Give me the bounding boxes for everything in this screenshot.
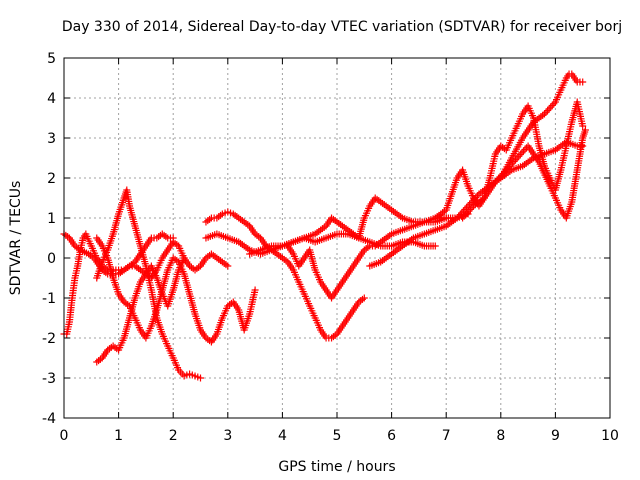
- series-arc-1: [60, 230, 177, 278]
- x-axis-label: GPS time / hours: [278, 459, 395, 475]
- y-axis-label: SDTVAR / TECUs: [8, 181, 24, 296]
- x-tick-label: 1: [114, 428, 123, 444]
- y-tick-label: -2: [42, 331, 56, 347]
- series-arc-2: [60, 230, 232, 338]
- x-tick-label: 8: [496, 428, 505, 444]
- x-tick-label: 5: [333, 428, 342, 444]
- grid-layer: [64, 58, 610, 418]
- data-point-marker: [548, 101, 556, 109]
- data-point-marker: [197, 374, 204, 382]
- data-point-marker: [459, 214, 467, 222]
- series-arc-13: [497, 70, 587, 182]
- data-point-marker: [521, 145, 529, 153]
- data-point-marker: [540, 110, 548, 118]
- data-point-marker: [493, 176, 501, 184]
- data-point-marker: [519, 147, 527, 155]
- data-point-marker: [224, 262, 232, 270]
- series-arc-4: [93, 234, 259, 346]
- data-point-marker: [460, 212, 468, 220]
- data-point-marker: [180, 254, 188, 262]
- y-tick-label: 5: [47, 51, 56, 67]
- data-point-marker: [468, 204, 476, 212]
- y-tick-label: 3: [47, 131, 56, 147]
- y-tick-label: 1: [47, 211, 56, 227]
- y-tick-label: -4: [42, 411, 56, 427]
- data-point-marker: [491, 178, 499, 186]
- data-point-marker: [579, 78, 587, 86]
- series-arc-5: [93, 254, 188, 366]
- series-arc-7: [202, 230, 439, 258]
- data-point-marker: [545, 105, 553, 113]
- data-point-marker: [544, 107, 552, 115]
- x-tick-label: 7: [442, 428, 451, 444]
- y-tick-label: 2: [47, 171, 56, 187]
- data-point-marker: [516, 151, 524, 159]
- y-tick-label: -3: [42, 371, 56, 387]
- data-point-marker: [518, 149, 526, 157]
- data-point-marker: [463, 209, 471, 217]
- data-point-marker: [251, 286, 259, 294]
- y-tick-label: -1: [42, 291, 56, 307]
- series-arc-10: [366, 138, 587, 270]
- data-point-marker: [579, 122, 587, 130]
- data-point-marker: [462, 211, 470, 219]
- data-point-marker: [581, 126, 589, 134]
- x-tick-label: 3: [223, 428, 232, 444]
- x-tick-label: 6: [387, 428, 396, 444]
- data-layer: [60, 70, 589, 382]
- data-point-marker: [466, 205, 474, 213]
- y-tick-label: 4: [47, 91, 56, 107]
- series-arc-8: [246, 194, 450, 258]
- data-point-marker: [465, 207, 473, 215]
- series-arc-6: [202, 208, 368, 342]
- y-tick-label: 0: [47, 251, 56, 267]
- chart-title: Day 330 of 2014, Sidereal Day-to-day VTE…: [62, 19, 622, 35]
- x-tick-label: 2: [169, 428, 178, 444]
- series-arc-9: [284, 210, 472, 302]
- series-arc-11: [431, 98, 587, 222]
- data-point-marker: [431, 242, 439, 250]
- series-arc-12: [459, 126, 589, 222]
- data-point-marker: [360, 294, 368, 302]
- data-point-marker: [542, 108, 550, 116]
- x-tick-label: 0: [60, 428, 69, 444]
- tick-layer: 0 1 2 3 4 5 6 7 8 9 10 -4 -3 -2 -1 0 1 2 3 4 5: [42, 51, 619, 444]
- x-tick-label: 10: [601, 428, 619, 444]
- data-point-marker: [547, 103, 555, 111]
- x-tick-label: 9: [551, 428, 560, 444]
- x-tick-label: 4: [278, 428, 287, 444]
- data-point-marker: [550, 100, 558, 108]
